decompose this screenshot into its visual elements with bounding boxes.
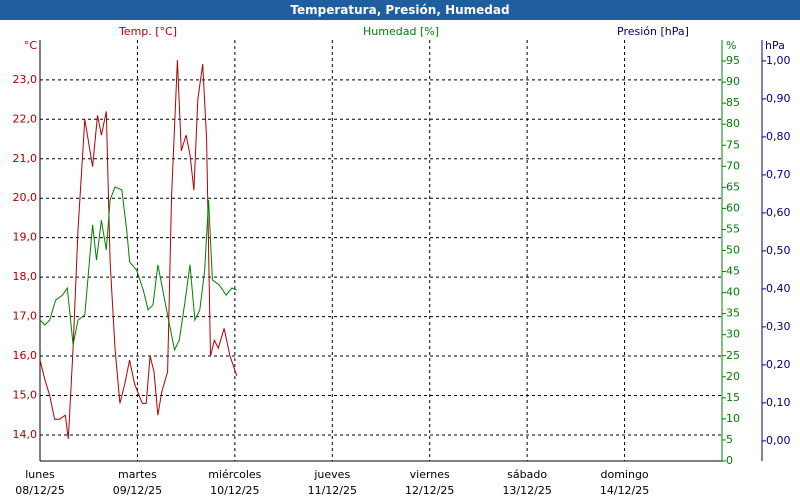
y2-axis-title: Humedad [%] bbox=[363, 25, 439, 38]
y2-tick-label: 85 bbox=[726, 96, 740, 109]
y3-tick-label: 0,30 bbox=[766, 320, 791, 333]
y-tick-label: 18,0 bbox=[13, 270, 38, 283]
x-tick-date: 08/12/25 bbox=[15, 484, 64, 497]
y2-tick-label: 30 bbox=[726, 328, 740, 341]
y-tick-label: 14,0 bbox=[13, 428, 38, 441]
title-bar: Temperatura, Presión, Humedad bbox=[0, 0, 800, 20]
y2-unit: % bbox=[726, 39, 736, 52]
x-tick-label: lunes bbox=[25, 468, 55, 481]
x-tick-date: 11/12/25 bbox=[308, 484, 357, 497]
y2-tick-label: 25 bbox=[726, 349, 740, 362]
y3-tick-label: 0,10 bbox=[766, 396, 791, 409]
y-tick-label: 15,0 bbox=[13, 389, 38, 402]
y2-tick-label: 10 bbox=[726, 412, 740, 425]
y3-tick-label: 0,20 bbox=[766, 358, 791, 371]
y2-tick-label: 50 bbox=[726, 244, 740, 257]
x-tick-date: 13/12/25 bbox=[502, 484, 551, 497]
y3-tick-label: 0,70 bbox=[766, 168, 791, 181]
y3-unit: hPa bbox=[765, 39, 785, 52]
y3-tick-label: 1,00 bbox=[766, 54, 791, 67]
y3-tick-label: 0,90 bbox=[766, 92, 791, 105]
y3-tick-label: 0,00 bbox=[766, 434, 791, 447]
x-tick-label: jueves bbox=[313, 468, 350, 481]
y-tick-label: 22,0 bbox=[13, 112, 38, 125]
x-tick-label: domingo bbox=[600, 468, 648, 481]
y2-tick-label: 75 bbox=[726, 138, 740, 151]
series-line bbox=[39, 60, 238, 439]
x-tick-date: 09/12/25 bbox=[113, 484, 162, 497]
y2-tick-label: 55 bbox=[726, 222, 740, 235]
y2-tick-label: 80 bbox=[726, 117, 740, 130]
y2-tick-label: 95 bbox=[726, 54, 740, 67]
y2-tick-label: 65 bbox=[726, 180, 740, 193]
x-tick-date: 14/12/25 bbox=[600, 484, 649, 497]
y3-tick-label: 0,40 bbox=[766, 282, 791, 295]
y-axis-title: Temp. [°C] bbox=[118, 25, 177, 38]
y2-tick-label: 70 bbox=[726, 159, 740, 172]
y2-tick-label: 40 bbox=[726, 286, 740, 299]
series-line bbox=[39, 186, 237, 352]
y-tick-label: 19,0 bbox=[13, 231, 38, 244]
y3-tick-label: 0,60 bbox=[766, 206, 791, 219]
x-tick-label: miércoles bbox=[208, 468, 261, 481]
x-tick-label: sábado bbox=[507, 468, 547, 481]
y-tick-label: 16,0 bbox=[13, 349, 38, 362]
x-tick-date: 12/12/25 bbox=[405, 484, 454, 497]
y-tick-label: 20,0 bbox=[13, 191, 38, 204]
y-tick-label: 23,0 bbox=[13, 73, 38, 86]
chart-title: Temperatura, Presión, Humedad bbox=[290, 3, 510, 17]
y2-tick-label: 60 bbox=[726, 201, 740, 214]
x-tick-date: 10/12/25 bbox=[210, 484, 259, 497]
y-unit: °C bbox=[24, 39, 38, 52]
y3-axis-title: Presión [hPa] bbox=[617, 25, 689, 38]
y2-tick-label: 5 bbox=[726, 433, 733, 446]
y-tick-label: 17,0 bbox=[13, 310, 38, 323]
y2-tick-label: 20 bbox=[726, 370, 740, 383]
y2-tick-label: 90 bbox=[726, 75, 740, 88]
y2-tick-label: 15 bbox=[726, 391, 740, 404]
x-tick-label: martes bbox=[118, 468, 157, 481]
y2-tick-label: 35 bbox=[726, 307, 740, 320]
y2-tick-label: 0 bbox=[726, 454, 733, 467]
y3-tick-label: 0,50 bbox=[766, 244, 791, 257]
x-tick-label: viernes bbox=[410, 468, 450, 481]
y-tick-label: 21,0 bbox=[13, 152, 38, 165]
y3-tick-label: 0,80 bbox=[766, 130, 791, 143]
y2-tick-label: 45 bbox=[726, 265, 740, 278]
